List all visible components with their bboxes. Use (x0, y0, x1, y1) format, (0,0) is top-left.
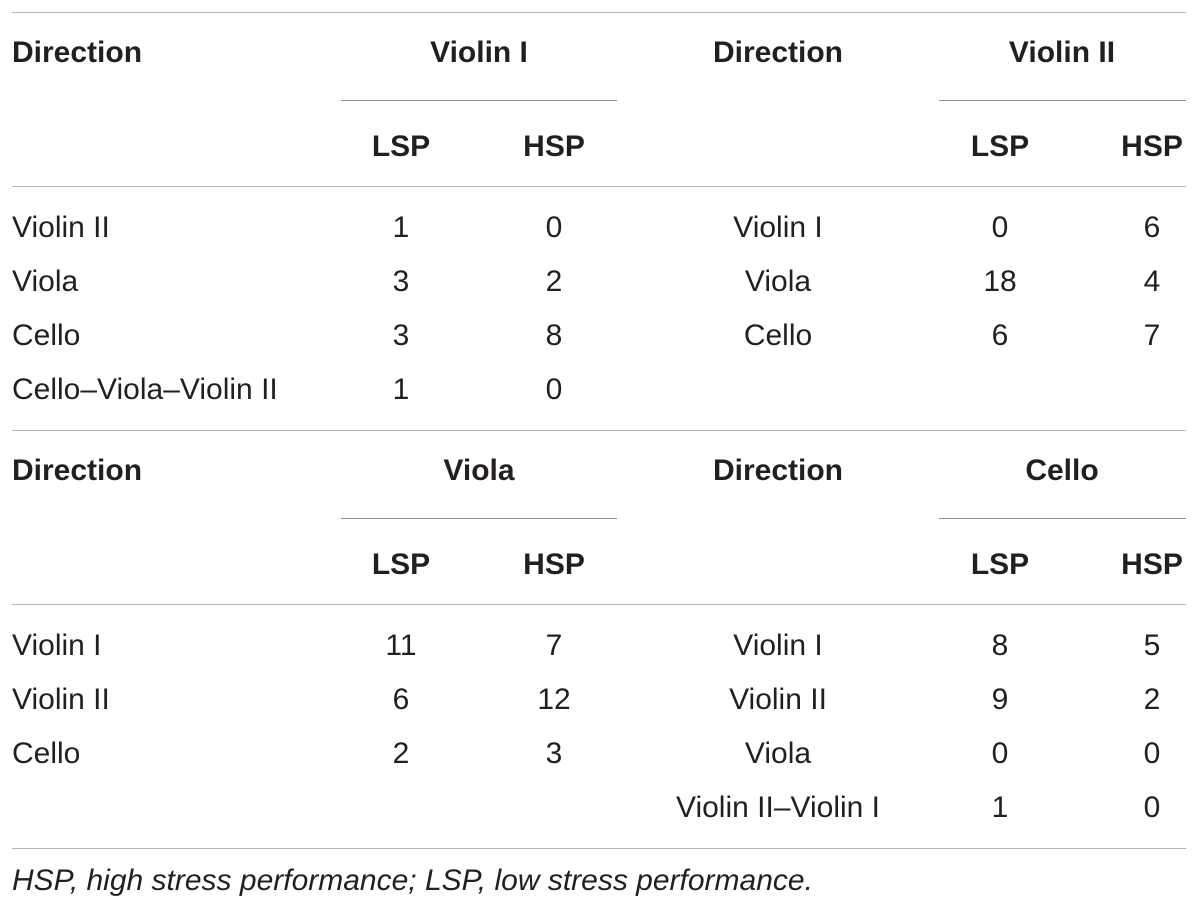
row-direction: Violin II–Violin I (675, 791, 881, 824)
cell-hsp: 2 (1143, 683, 1161, 716)
cell-lsp: 3 (392, 319, 410, 352)
column-header-hsp: HSP (1121, 130, 1183, 163)
cell-lsp: 2 (392, 737, 410, 770)
cell-hsp: 7 (1143, 319, 1161, 352)
instrument-header-underline (341, 518, 617, 519)
row-direction: Violin I (12, 629, 102, 662)
cell-hsp: 0 (1143, 737, 1161, 770)
column-header-lsp: LSP (970, 548, 1030, 581)
row-direction: Cello–Viola–Violin II (12, 373, 278, 406)
cell-lsp: 1 (392, 211, 410, 244)
direction-header: Direction (12, 454, 143, 487)
instrument-header-underline (939, 100, 1186, 101)
column-header-lsp: LSP (970, 130, 1030, 163)
row-direction: Viola (12, 265, 79, 298)
table-bottom-rule (12, 848, 1186, 849)
row-direction: Cello (743, 319, 813, 352)
block-2-header-rule (12, 604, 1186, 605)
row-direction: Violin I (733, 629, 823, 662)
row-direction: Violin II (12, 683, 110, 716)
instrument-header-underline (939, 518, 1186, 519)
block-separator-rule (12, 430, 1186, 431)
column-header-hsp: HSP (523, 130, 585, 163)
instrument-header: Viola (443, 454, 515, 487)
row-direction: Cello (12, 319, 81, 352)
column-header-lsp: LSP (371, 548, 431, 581)
cell-lsp: 6 (392, 683, 410, 716)
cell-hsp: 5 (1143, 629, 1161, 662)
cell-lsp: 6 (991, 319, 1009, 352)
cell-lsp: 18 (983, 265, 1017, 298)
row-direction: Viola (744, 265, 812, 298)
row-direction: Cello (12, 737, 81, 770)
row-direction: Violin I (733, 211, 823, 244)
instrument-header: Violin II (1008, 36, 1116, 69)
direction-header: Direction (712, 36, 844, 69)
table-top-rule (12, 12, 1186, 13)
instrument-header: Violin I (430, 36, 528, 69)
block-1-header-rule (12, 186, 1186, 187)
column-header-hsp: HSP (1121, 548, 1183, 581)
table-footnote: HSP, high stress performance; LSP, low s… (12, 864, 813, 897)
cell-hsp: 7 (545, 629, 563, 662)
cell-lsp: 0 (991, 211, 1009, 244)
instrument-header: Cello (1025, 454, 1099, 487)
row-direction: Violin II (729, 683, 827, 716)
cell-hsp: 3 (545, 737, 563, 770)
cell-lsp: 1 (392, 373, 410, 406)
cell-hsp: 12 (537, 683, 571, 716)
cell-lsp: 8 (991, 629, 1009, 662)
direction-header: Direction (712, 454, 844, 487)
cell-hsp: 4 (1143, 265, 1161, 298)
row-direction: Viola (744, 737, 812, 770)
cell-hsp: 8 (545, 319, 563, 352)
direction-header: Direction (12, 36, 143, 69)
cell-lsp: 0 (991, 737, 1009, 770)
column-header-hsp: HSP (523, 548, 585, 581)
cell-lsp: 3 (392, 265, 410, 298)
cell-lsp: 9 (991, 683, 1009, 716)
instrument-header-underline (341, 100, 617, 101)
column-header-lsp: LSP (371, 130, 431, 163)
cell-hsp: 6 (1143, 211, 1161, 244)
cell-hsp: 2 (545, 265, 563, 298)
row-direction: Violin II (12, 211, 110, 244)
cell-lsp: 11 (385, 629, 417, 662)
cell-lsp: 1 (991, 791, 1009, 824)
cell-hsp: 0 (1143, 791, 1161, 824)
cell-hsp: 0 (545, 373, 563, 406)
cell-hsp: 0 (545, 211, 563, 244)
